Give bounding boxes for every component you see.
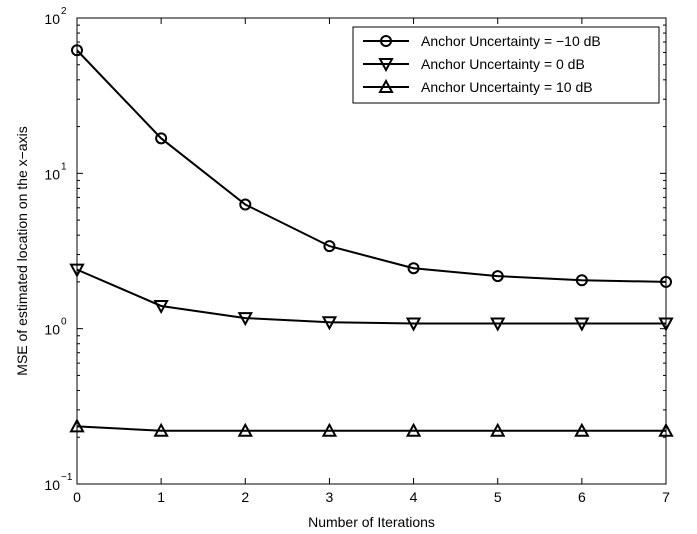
y-tick-label: 10 — [44, 477, 60, 493]
y-tick-label: 10 — [44, 322, 60, 338]
legend-item: Anchor Uncertainty = 10 dB — [363, 78, 593, 95]
series-group — [69, 44, 674, 437]
data-point-triangle-down — [658, 317, 674, 332]
series-triangle-up — [69, 418, 674, 437]
y-tick-exponent: −1 — [61, 472, 73, 483]
data-point-triangle-down — [405, 317, 422, 332]
legend-label: Anchor Uncertainty = 0 dB — [421, 56, 585, 72]
data-point-circle — [155, 132, 168, 145]
y-tick-exponent: 1 — [61, 161, 67, 172]
y-tick-label: 10 — [44, 166, 60, 182]
data-point-triangle-down — [69, 263, 85, 278]
data-point-triangle-down — [490, 317, 506, 332]
data-point-circle — [660, 275, 672, 288]
x-tick-label: 1 — [157, 489, 165, 505]
legend-label: Anchor Uncertainty = −10 dB — [421, 33, 601, 49]
legend-marker-triangle-down — [378, 58, 394, 73]
data-point-circle — [491, 270, 504, 283]
data-point-triangle-up — [405, 422, 422, 437]
data-point-triangle-up — [321, 422, 338, 437]
data-point-triangle-up — [153, 422, 169, 437]
data-point-triangle-down — [321, 316, 338, 331]
x-tick-label: 7 — [662, 489, 670, 505]
data-point-triangle-up — [490, 422, 506, 437]
y-tick-label: 10 — [44, 11, 60, 27]
legend-label: Anchor Uncertainty = 10 dB — [421, 79, 593, 95]
data-point-triangle-down — [153, 299, 169, 315]
x-tick-label: 4 — [410, 489, 418, 505]
data-point-triangle-up — [574, 422, 590, 437]
data-point-circle — [71, 44, 83, 57]
x-tick-label: 6 — [578, 489, 586, 505]
data-point-triangle-down — [574, 317, 590, 332]
series-circle — [71, 44, 672, 288]
y-tick-exponent: 2 — [61, 6, 67, 17]
y-axis-title: MSE of estimated location on the x−axis — [14, 126, 30, 375]
data-point-triangle-up — [658, 422, 674, 437]
x-tick-label: 0 — [73, 489, 81, 505]
data-point-triangle-up — [69, 418, 85, 433]
x-axis-title: Number of Iterations — [308, 514, 435, 530]
series-line — [76, 268, 666, 325]
data-point-triangle-down — [237, 312, 253, 327]
data-point-circle — [407, 262, 420, 275]
x-tick-label: 3 — [326, 489, 334, 505]
data-point-circle — [239, 198, 252, 211]
data-point-circle — [575, 274, 588, 287]
data-point-circle — [323, 240, 336, 253]
legend-item: Anchor Uncertainty = −10 dB — [363, 33, 601, 49]
series-triangle-down — [69, 263, 674, 332]
legend-marker-circle — [380, 35, 392, 47]
legend-item: Anchor Uncertainty = 0 dB — [363, 56, 585, 73]
legend: Anchor Uncertainty = −10 dB Anchor Uncert… — [352, 26, 660, 104]
data-point-triangle-up — [237, 422, 253, 437]
series-line — [76, 425, 666, 432]
y-tick-exponent: 0 — [61, 317, 67, 328]
legend-marker-triangle-up — [378, 78, 394, 93]
x-tick-label: 5 — [494, 489, 502, 505]
series-line — [76, 49, 667, 283]
x-tick-label: 2 — [241, 489, 249, 505]
